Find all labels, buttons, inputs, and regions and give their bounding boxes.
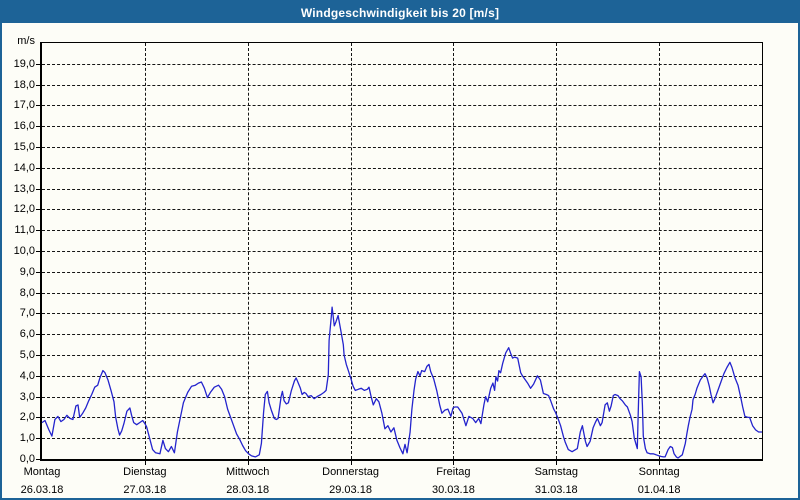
x-tick-mark xyxy=(556,461,558,465)
y-axis-unit-label: m/s xyxy=(17,35,35,47)
y-tick-mark xyxy=(36,209,40,211)
y-tick-label: 14,0 xyxy=(13,161,35,174)
y-tick-label: 2,0 xyxy=(19,411,35,424)
x-day-name: Donnerstag xyxy=(322,466,379,478)
y-tick-label: 12,0 xyxy=(13,203,35,216)
x-tick-mark xyxy=(144,461,146,465)
title-bar: Windgeschwindigkeit bis 20 [m/s] xyxy=(2,2,798,23)
y-tick-mark xyxy=(36,438,40,440)
grid-hline xyxy=(42,147,762,148)
grid-hline xyxy=(42,188,762,190)
grid-hline xyxy=(42,126,762,128)
x-day-date: 28.03.18 xyxy=(226,484,270,496)
grid-hline xyxy=(42,251,762,252)
plot-area xyxy=(40,42,763,461)
x-day-date: 30.03.18 xyxy=(432,484,475,496)
grid-hline xyxy=(42,105,762,107)
x-tick-mark xyxy=(247,461,249,465)
y-tick-label: 4,0 xyxy=(19,369,35,382)
grid-vline xyxy=(659,43,661,459)
grid-hline xyxy=(42,292,762,294)
y-tick-mark xyxy=(36,375,40,377)
grid-vline xyxy=(350,43,352,459)
grid-hline xyxy=(42,313,762,315)
y-tick-mark xyxy=(36,271,40,273)
y-tick-label: 7,0 xyxy=(19,307,35,320)
y-tick-label: 16,0 xyxy=(13,120,35,133)
y-tick-mark xyxy=(36,126,40,128)
grid-hline xyxy=(42,396,762,398)
y-tick-mark xyxy=(36,334,40,336)
grid-hline xyxy=(42,209,762,211)
y-tick-label: 3,0 xyxy=(19,390,35,403)
x-tick-mark xyxy=(453,461,455,465)
x-day-name: Montag xyxy=(23,466,61,478)
grid-hline xyxy=(42,230,762,232)
y-tick-label: 11,0 xyxy=(14,224,35,237)
y-tick-mark xyxy=(36,63,40,65)
grid-hline xyxy=(42,355,762,356)
y-tick-mark xyxy=(36,355,40,356)
grid-vline xyxy=(556,43,558,459)
x-day-name: Mittwoch xyxy=(226,466,270,478)
y-tick-mark xyxy=(36,84,40,86)
y-tick-label: 0,0 xyxy=(19,453,35,465)
y-tick-label: 19,0 xyxy=(13,57,35,70)
x-day-date: 26.03.18 xyxy=(20,484,64,496)
y-tick-mark xyxy=(36,230,40,232)
y-tick-mark xyxy=(36,251,40,252)
x-day-name: Dienstag xyxy=(123,466,167,478)
x-day-name: Freitag xyxy=(436,466,471,478)
grid-hline xyxy=(42,375,762,377)
x-day-date: 27.03.18 xyxy=(123,484,167,496)
x-day-name: Sonntag xyxy=(638,466,680,478)
y-tick-label: 9,0 xyxy=(19,265,35,278)
y-tick-label: 18,0 xyxy=(13,78,35,91)
grid-hline xyxy=(42,334,762,336)
grid-hline xyxy=(42,63,762,65)
wind-speed-line-chart xyxy=(41,306,762,459)
x-day-name: Samstag xyxy=(534,466,578,478)
x-day-date: 31.03.18 xyxy=(534,484,578,496)
x-day-date: 29.03.18 xyxy=(329,484,372,496)
x-tick-mark xyxy=(350,461,352,465)
grid-vline xyxy=(247,43,249,459)
y-tick-label: 17,0 xyxy=(13,99,35,112)
x-tick-mark xyxy=(659,461,661,465)
y-tick-mark xyxy=(36,417,40,419)
grid-hline xyxy=(42,84,762,86)
y-tick-mark xyxy=(36,459,40,460)
y-tick-mark xyxy=(36,167,40,169)
y-tick-label: 1,0 xyxy=(19,432,35,445)
y-tick-mark xyxy=(36,313,40,315)
y-tick-mark xyxy=(36,188,40,190)
y-tick-label: 13,0 xyxy=(13,182,35,195)
grid-hline xyxy=(42,438,762,440)
grid-hline xyxy=(42,271,762,273)
y-tick-label: 10,0 xyxy=(13,245,35,257)
y-tick-label: 6,0 xyxy=(19,328,35,341)
wind-speed-series xyxy=(41,306,762,459)
y-tick-mark xyxy=(36,147,40,148)
y-tick-mark xyxy=(36,396,40,398)
x-day-date: 01.04.18 xyxy=(637,484,681,496)
y-tick-label: 5,0 xyxy=(19,349,35,361)
grid-hline xyxy=(42,417,762,419)
grid-hline xyxy=(42,167,762,169)
y-tick-label: 8,0 xyxy=(19,286,35,299)
chart-title: Windgeschwindigkeit bis 20 [m/s] xyxy=(300,5,500,20)
y-tick-mark xyxy=(36,105,40,107)
y-tick-label: 15,0 xyxy=(13,141,35,153)
grid-vline xyxy=(453,43,455,459)
y-tick-mark xyxy=(36,292,40,294)
grid-vline xyxy=(144,43,146,459)
